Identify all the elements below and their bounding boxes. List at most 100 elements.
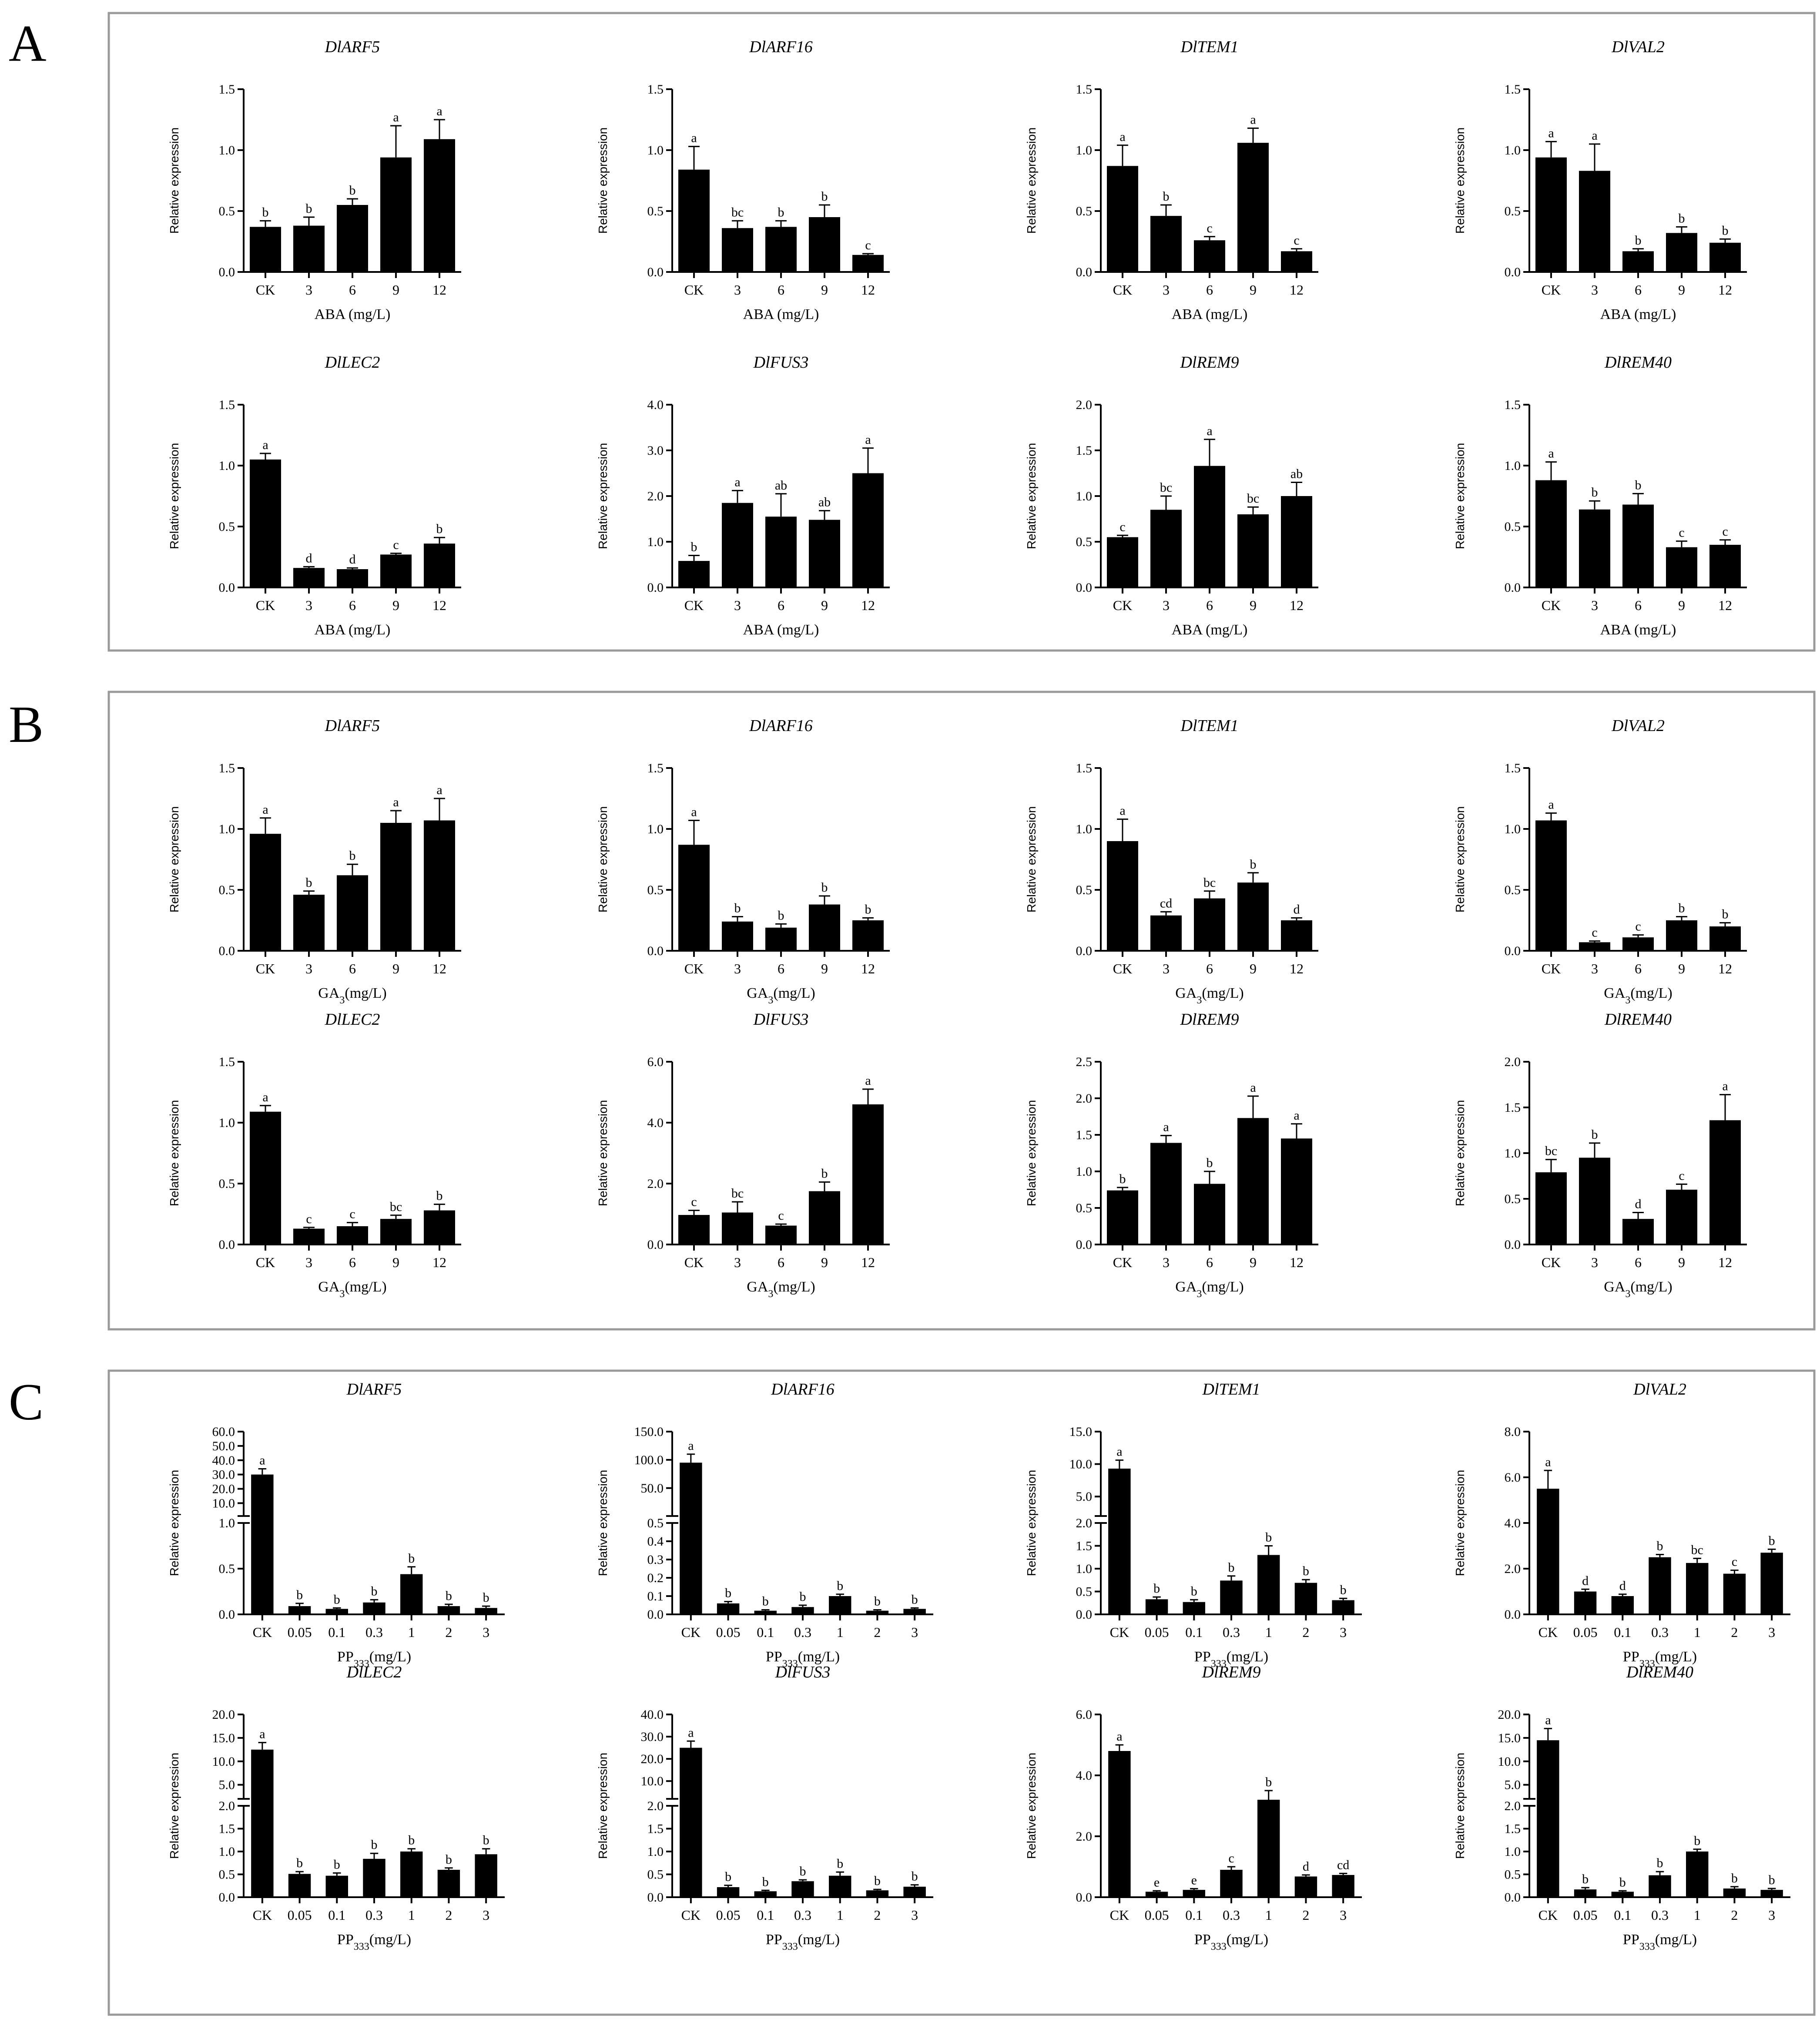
x-axis-label-subscript: 333 bbox=[1211, 1941, 1227, 1952]
bar-3 bbox=[1760, 1890, 1783, 1897]
x-tick-label: CK bbox=[1113, 597, 1132, 613]
bar-CK bbox=[1107, 537, 1138, 587]
x-tick-label: 6 bbox=[349, 282, 356, 298]
x-axis-label-main: PP bbox=[337, 1932, 354, 1948]
significance-letter: b bbox=[1694, 1834, 1700, 1848]
chart-B-3: DlTEM1 0.0 0.5 1.0 1.5 Relative expression a CK… bbox=[1025, 717, 1318, 1006]
x-tick-label: 9 bbox=[1250, 1255, 1257, 1270]
bar-0.3 bbox=[791, 1881, 814, 1897]
chart-title: DlREM40 bbox=[1604, 353, 1672, 372]
significance-letter: b bbox=[734, 901, 741, 916]
y-tick-label: 0.0 bbox=[647, 1890, 664, 1905]
bar-0.05 bbox=[1145, 1599, 1168, 1614]
chart-C-7: DlREM9 0.0 2.0 4.0 6.0 Relative expression a CK… bbox=[1025, 1663, 1362, 1952]
significance-letter: a bbox=[1207, 424, 1212, 438]
x-tick-label: 3 bbox=[1163, 1255, 1170, 1270]
significance-letter: b bbox=[483, 1590, 489, 1605]
x-tick-label: 0.05 bbox=[288, 1907, 312, 1923]
x-axis-label-unit: (mg/L) bbox=[1202, 1279, 1243, 1295]
x-tick-label: 3 bbox=[911, 1907, 918, 1923]
x-axis-label-main: GA bbox=[747, 985, 768, 1001]
y-tick-label: 2.0 bbox=[1505, 1055, 1521, 1069]
x-tick-label: CK bbox=[1538, 1624, 1558, 1640]
significance-letter: c bbox=[306, 1212, 312, 1226]
chart-C-3: DlTEM1 0.0 0.5 1.0 1.5 2.0 5.0 10.0 15.0 Relative… bbox=[1025, 1380, 1362, 1670]
y-tick-label: 0.5 bbox=[1076, 1201, 1093, 1215]
significance-letter: b bbox=[1731, 1871, 1738, 1885]
significance-letter: c bbox=[691, 1195, 697, 1209]
y-tick-label: 1.0 bbox=[1076, 822, 1093, 836]
y-tick-label: 0.0 bbox=[647, 944, 664, 958]
y-tick-label: 1.5 bbox=[219, 761, 235, 775]
y-axis-label: Relative expression bbox=[1025, 443, 1038, 549]
x-tick-label: 1 bbox=[1694, 1624, 1701, 1640]
significance-letter: bc bbox=[390, 1200, 402, 1214]
x-axis-label-main: PP bbox=[1194, 1649, 1211, 1665]
x-tick-label: CK bbox=[684, 597, 704, 613]
chart-B-6: DlFUS3 0.0 2.0 4.0 6.0 Relative expression c CK… bbox=[596, 1010, 890, 1300]
y-tick-label: 0.0 bbox=[1076, 1607, 1093, 1622]
bar-12 bbox=[1709, 545, 1741, 587]
bar-6 bbox=[1194, 466, 1225, 587]
x-axis-label-subscript: 333 bbox=[354, 1658, 369, 1670]
y-tick-label: 30.0 bbox=[212, 1468, 235, 1482]
x-tick-label: 3 bbox=[734, 961, 741, 976]
x-tick-label: 0.1 bbox=[1185, 1907, 1203, 1923]
x-axis-label: PP333(mg/L) bbox=[766, 1932, 840, 1952]
y-tick-label: 0.5 bbox=[1076, 883, 1093, 897]
x-tick-label: 1 bbox=[1265, 1624, 1272, 1640]
x-axis-label-main: GA bbox=[1175, 1279, 1197, 1295]
bar-3 bbox=[903, 1886, 926, 1897]
x-tick-label: 3 bbox=[305, 597, 312, 613]
significance-letter: a bbox=[259, 1727, 265, 1741]
significance-letter: b bbox=[1679, 901, 1685, 916]
x-axis-label-subscript: 3 bbox=[768, 1288, 773, 1300]
y-tick-label: 1.0 bbox=[219, 1845, 235, 1859]
bar-CK bbox=[1535, 157, 1567, 272]
y-tick-label: 1.5 bbox=[1076, 761, 1093, 775]
x-axis-label-main: ABA (mg/L) bbox=[1600, 306, 1676, 322]
bar-12 bbox=[852, 1104, 884, 1244]
y-tick-label: 1.5 bbox=[219, 1822, 235, 1836]
y-tick-label: 6.0 bbox=[1505, 1470, 1521, 1485]
significance-letter: c bbox=[1119, 520, 1125, 534]
y-tick-label: 1.5 bbox=[219, 1055, 235, 1069]
y-tick-label: 1.0 bbox=[1076, 489, 1093, 503]
y-tick-label: 1.5 bbox=[647, 1822, 664, 1836]
bar-12 bbox=[852, 920, 884, 951]
x-tick-label: CK bbox=[256, 597, 275, 613]
bar-6 bbox=[337, 205, 368, 272]
x-tick-label: 6 bbox=[778, 282, 784, 298]
significance-letter: a bbox=[262, 1090, 268, 1104]
x-tick-label: CK bbox=[684, 961, 704, 976]
bar-CK bbox=[1107, 1190, 1138, 1244]
y-tick-label: 1.5 bbox=[219, 398, 235, 412]
chart-C-1: DlARF5 0.0 0.5 1.0 10.020.030.040.050.060.0 R… bbox=[168, 1380, 505, 1670]
x-tick-label: 0.1 bbox=[328, 1907, 345, 1923]
x-tick-label: 12 bbox=[432, 282, 446, 298]
bar-0.05 bbox=[1574, 1591, 1597, 1614]
y-tick-label: 0.0 bbox=[1076, 1890, 1093, 1905]
y-tick-label: 10.0 bbox=[212, 1496, 235, 1510]
x-tick-label: 12 bbox=[1718, 282, 1732, 298]
x-tick-label: 12 bbox=[1290, 961, 1304, 976]
bar-0.1 bbox=[1183, 1890, 1205, 1897]
y-axis-label: Relative expression bbox=[1025, 806, 1038, 912]
significance-letter: bc bbox=[1691, 1543, 1703, 1557]
chart-C-4: DlVAL2 0.0 2.0 4.0 6.0 8.0 Relative expression… bbox=[1453, 1380, 1790, 1670]
x-tick-label: 9 bbox=[1678, 597, 1685, 613]
panel-letter-A: A bbox=[9, 14, 47, 72]
x-tick-label: 12 bbox=[1290, 282, 1304, 298]
x-axis-label-main: GA bbox=[1604, 985, 1626, 1001]
significance-letter: b bbox=[725, 1586, 731, 1600]
y-tick-label: 1.5 bbox=[1505, 82, 1521, 97]
x-tick-label: 0.3 bbox=[1223, 1907, 1240, 1923]
x-tick-label: 3 bbox=[911, 1624, 918, 1640]
x-tick-label: 3 bbox=[734, 282, 741, 298]
x-tick-label: 6 bbox=[1635, 1255, 1642, 1270]
x-axis-label: GA3(mg/L) bbox=[747, 1279, 815, 1300]
x-axis-label: GA3(mg/L) bbox=[747, 985, 815, 1006]
x-tick-label: CK bbox=[1113, 961, 1132, 976]
y-axis-label: Relative expression bbox=[1453, 443, 1467, 549]
x-axis-label-unit: (mg/L) bbox=[1227, 1932, 1268, 1948]
